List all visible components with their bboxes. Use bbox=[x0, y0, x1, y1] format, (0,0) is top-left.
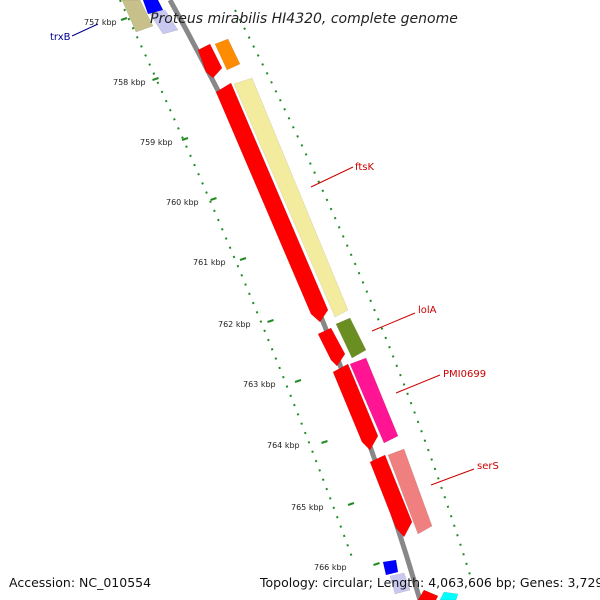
lavender-gene-top bbox=[149, 9, 179, 35]
red-gene-ser bbox=[369, 454, 413, 538]
tick-mark bbox=[181, 137, 189, 141]
ftsK-gene bbox=[233, 77, 349, 318]
tick-labels: 757 kbp 758 kbp 759 kbp 760 kbp 761 kbp 762 k… bbox=[84, 17, 380, 572]
tick-mark bbox=[347, 502, 355, 506]
red-gene-mid bbox=[317, 327, 346, 367]
gene-features bbox=[121, 0, 459, 600]
tick-mark bbox=[267, 319, 274, 323]
tick-mark bbox=[239, 257, 247, 261]
gene-label-ftsk: ftsK bbox=[355, 162, 374, 173]
tick-label: 766 kbp bbox=[314, 563, 347, 572]
genome-summary-text: Topology: circular; Length: 4,063,606 bp… bbox=[259, 575, 600, 590]
tick-label: 760 kbp bbox=[166, 198, 199, 207]
tick-label: 761 kbp bbox=[193, 258, 226, 267]
red-gene-pmi bbox=[332, 363, 379, 451]
red-gene-large bbox=[215, 82, 329, 323]
tick-label: 762 kbp bbox=[218, 320, 251, 329]
tick-mark bbox=[210, 197, 217, 201]
tick-label: 764 kbp bbox=[267, 441, 300, 450]
scale-dotted-arc bbox=[119, 0, 354, 561]
tick-label: 763 kbp bbox=[243, 380, 276, 389]
tick-label: 757 kbp bbox=[84, 18, 117, 27]
gene-label-lola: lolA bbox=[418, 305, 437, 316]
gene-label-pmi0699: PMI0699 bbox=[443, 369, 486, 380]
callout-line bbox=[71, 23, 99, 37]
map-title: Proteus mirabilis HI4320, complete genom… bbox=[150, 11, 458, 27]
callout-line bbox=[430, 468, 475, 486]
trxB-block bbox=[121, 0, 154, 33]
tick-mark bbox=[373, 562, 380, 566]
red-gene-small bbox=[197, 43, 223, 79]
gene-label-sers: serS bbox=[477, 461, 499, 472]
tick-label: 759 kbp bbox=[140, 138, 173, 147]
callout-line bbox=[371, 312, 416, 332]
gene-callouts: trxB ftsK lolA PMI0699 serS bbox=[50, 23, 499, 486]
accession-text: Accession: NC_010554 bbox=[9, 575, 151, 590]
tick-label: 758 kbp bbox=[113, 78, 146, 87]
tick-mark bbox=[321, 440, 328, 444]
tick-mark bbox=[120, 17, 128, 21]
callout-line bbox=[395, 374, 441, 394]
lavender-gene-bottom bbox=[389, 572, 411, 595]
outer-dotted-arc bbox=[234, 9, 471, 576]
tick-mark bbox=[294, 379, 302, 383]
cyan-gene-bottom bbox=[439, 591, 459, 600]
orange-gene bbox=[214, 38, 241, 71]
blue-gene-top bbox=[142, 0, 164, 15]
gene-label-trxb: trxB bbox=[50, 32, 71, 43]
blue-gene-bottom bbox=[382, 559, 399, 576]
PMI0699-gene bbox=[349, 357, 399, 444]
tick-mark bbox=[152, 77, 159, 81]
serS-gene bbox=[387, 448, 433, 535]
lolA-gene bbox=[335, 317, 367, 359]
tick-label: 765 kbp bbox=[291, 503, 324, 512]
callout-line bbox=[310, 166, 354, 188]
red-gene-bottom bbox=[417, 589, 439, 600]
